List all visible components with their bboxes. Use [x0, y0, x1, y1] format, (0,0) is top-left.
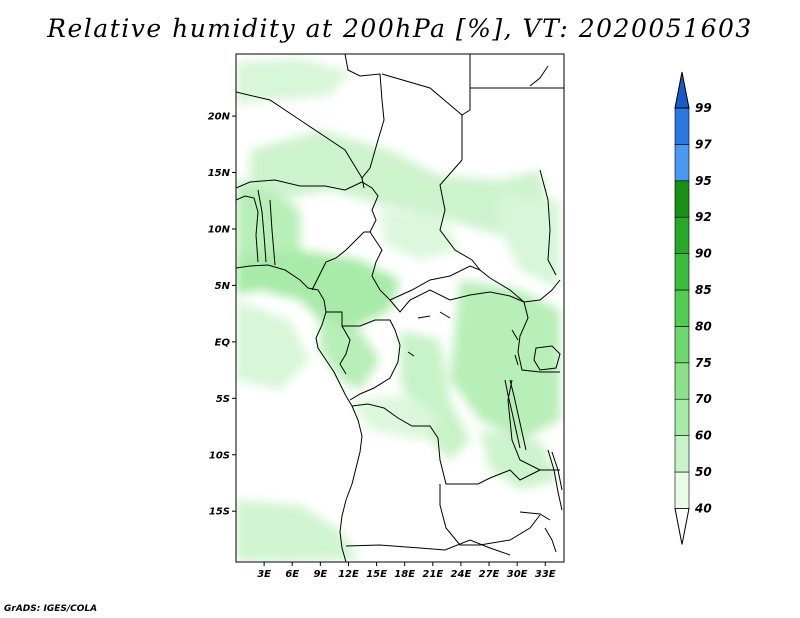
border-uganda-kenya — [517, 301, 560, 373]
colorbar-segment — [674, 144, 690, 182]
humidity-contour-shading — [236, 58, 560, 562]
lon-tick-label: 12E — [338, 569, 359, 580]
border-ethiopia — [539, 169, 557, 276]
border-ghana — [236, 195, 259, 263]
colorbar-label: 95 — [695, 174, 712, 188]
humidity-patch-sahel — [250, 130, 550, 235]
lat-tick-label: 15N — [208, 168, 231, 179]
humidity-patch-south — [236, 500, 360, 562]
lat-tick-label: 5N — [215, 281, 231, 292]
border-car-drc — [389, 289, 525, 313]
colorbar-segment — [674, 326, 690, 364]
country-borders — [236, 54, 564, 562]
border-chad-sudan — [439, 159, 491, 279]
border-niger-north — [236, 91, 363, 179]
humidity-patch-ne — [500, 195, 560, 290]
lat-tick-label: 5S — [216, 394, 230, 405]
lon-tick-label: 6E — [285, 569, 299, 580]
humidity-patch-north — [236, 58, 350, 104]
lon-tick-label: 30E — [507, 569, 528, 580]
colorbar-segment — [674, 398, 690, 436]
border-namibia — [345, 539, 511, 556]
colorbar-segment — [674, 107, 690, 145]
humidity-field — [236, 58, 560, 562]
border-nigeria-cameroon — [311, 231, 365, 291]
lon-tick-label: 33E — [535, 569, 556, 580]
lake-tanganyika — [504, 379, 527, 451]
lon-tick-label: 15E — [366, 569, 387, 580]
humidity-patch-congo — [400, 330, 470, 460]
lat-tick-label: 10S — [209, 450, 230, 461]
map-title: Relative humidity at 200hPa [%], VT: 202… — [47, 14, 753, 43]
colorbar-segment — [674, 435, 690, 473]
border-congo-drc — [349, 344, 401, 401]
colorbar-min-triangle — [674, 507, 690, 545]
border-niger-nigeria — [236, 179, 379, 233]
colorbar-segment — [674, 289, 690, 327]
colorbar-label: 97 — [695, 137, 712, 151]
coastline-west-africa — [236, 264, 363, 562]
border-cameroon-congo — [326, 311, 401, 346]
lat-tick-label: 15S — [209, 507, 230, 518]
lake-victoria — [533, 345, 561, 371]
border-libya-egypt — [461, 54, 471, 160]
colorbar-label: 90 — [695, 247, 712, 261]
lake-malawi — [547, 449, 563, 511]
humidity-patch-chad — [380, 210, 460, 260]
border-drc-angola — [351, 403, 541, 485]
border-algeria-libya — [344, 54, 385, 189]
lat-tick-label: 10N — [208, 224, 231, 235]
colorbar-label: 40 — [694, 501, 712, 515]
colorbar-max-triangle — [674, 71, 690, 109]
colorbar-segment — [674, 180, 690, 218]
colorbar-segment — [674, 471, 690, 509]
humidity-patch-southcentral — [350, 395, 440, 440]
colorbar-segment — [674, 253, 690, 291]
border-libya-sudan — [381, 73, 463, 116]
humidity-patch-east — [450, 280, 560, 440]
humidity-patch-central — [320, 320, 380, 390]
lon-tick-label: 21E — [422, 569, 443, 580]
colorbar-label: 99 — [695, 101, 712, 115]
colorbar-segment — [674, 362, 690, 400]
border-benin-togo — [257, 189, 276, 266]
lon-tick-label: 18E — [394, 569, 415, 580]
map-frame — [235, 53, 565, 563]
lat-tick-label: EQ — [215, 337, 231, 348]
colorbar-label: 75 — [695, 356, 712, 370]
lon-tick-label: 24E — [451, 569, 472, 580]
colorbar-label: 60 — [695, 429, 712, 443]
grads-credit: GrADS: IGES/COLA — [4, 604, 98, 614]
colorbar-segment — [674, 216, 690, 254]
colorbar-label: 92 — [695, 210, 712, 224]
colorbar-label: 70 — [695, 392, 712, 406]
lon-tick-label: 3E — [257, 569, 271, 580]
humidity-patch-west — [236, 180, 300, 270]
border-tanzania — [507, 379, 560, 471]
colorbar: 40 50 60 70 75 80 85 90 92 95 97 99 — [674, 71, 712, 545]
river-congo — [407, 311, 519, 366]
border-angola-zambia — [439, 484, 541, 546]
colorbar-label: 85 — [695, 283, 712, 297]
lat-tick-label: 20N — [208, 112, 231, 123]
lon-tick-label: 9E — [313, 569, 327, 580]
border-gabon-congo — [339, 325, 351, 375]
border-egypt-sinai — [529, 65, 549, 87]
border-south-sudan — [489, 277, 561, 303]
longitude-axis: 3E 6E 9E 12E 15E 18E 21E 24E 27E 30E 33E — [257, 562, 556, 580]
lon-tick-label: 27E — [479, 569, 500, 580]
border-mozambique — [519, 511, 557, 553]
humidity-patch-atlantic — [236, 300, 310, 390]
colorbar-label: 50 — [695, 465, 712, 479]
latitude-axis: 20N 15N 10N 5N EQ 5S 10S 15S — [208, 112, 236, 518]
colorbar-label: 80 — [695, 319, 712, 333]
